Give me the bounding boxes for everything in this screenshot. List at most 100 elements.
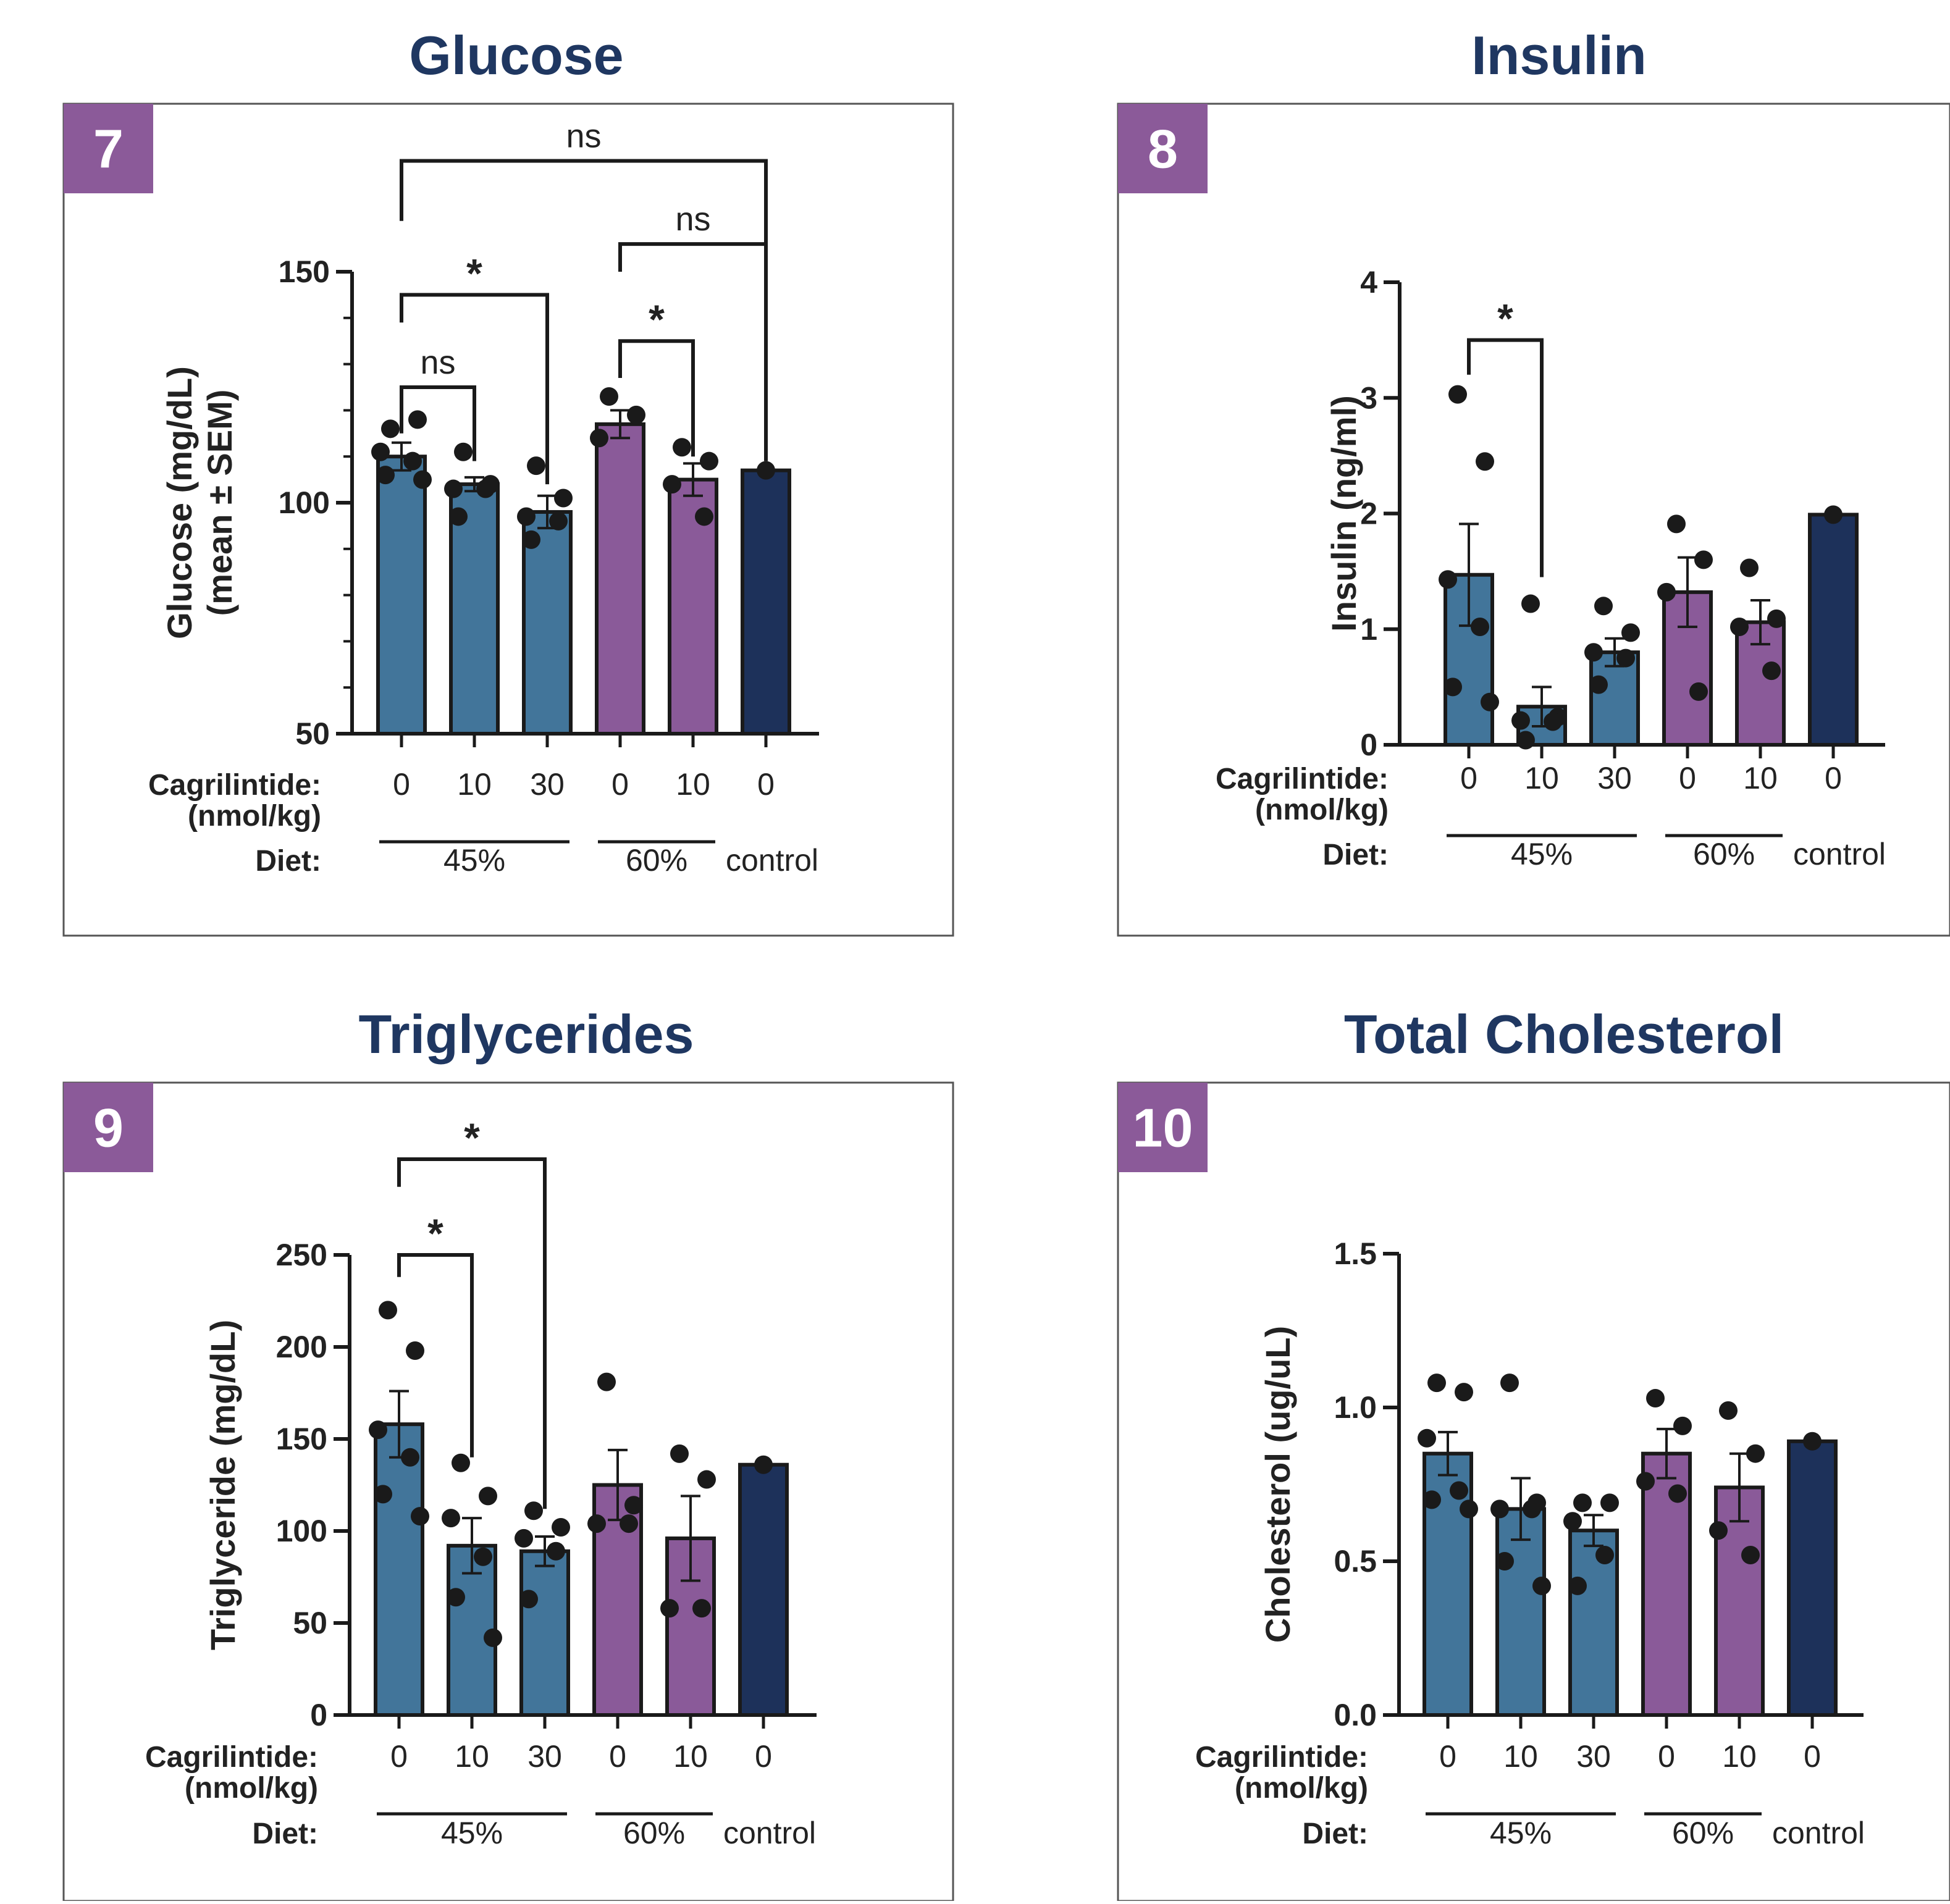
data-point bbox=[1490, 1499, 1509, 1518]
data-point bbox=[660, 1599, 679, 1617]
diet-group-label: control bbox=[726, 843, 818, 878]
data-point bbox=[697, 1470, 716, 1489]
data-point bbox=[695, 507, 713, 526]
data-point bbox=[554, 489, 573, 508]
data-point bbox=[442, 1509, 460, 1527]
diet-group-label: 45% bbox=[1490, 1816, 1552, 1850]
y-tick-label: 50 bbox=[293, 1606, 327, 1640]
y-tick-label: 1.5 bbox=[1334, 1236, 1377, 1271]
x-tick-label: 0 bbox=[757, 767, 775, 802]
data-point bbox=[1427, 1373, 1446, 1392]
significance-label: ns bbox=[675, 201, 710, 238]
y-tick-label: 0.5 bbox=[1334, 1544, 1377, 1579]
x-tick-label: 10 bbox=[1524, 761, 1559, 795]
data-point bbox=[1741, 1546, 1760, 1564]
data-point bbox=[1616, 649, 1635, 668]
data-point bbox=[1563, 1512, 1582, 1530]
bar bbox=[740, 1465, 787, 1715]
diet-group-label: control bbox=[1772, 1816, 1865, 1850]
diet-group-label: 60% bbox=[1672, 1816, 1734, 1850]
x-tick-label: 0 bbox=[1804, 1739, 1821, 1774]
chart-title: Triglycerides bbox=[359, 1004, 694, 1065]
data-point bbox=[1694, 550, 1713, 569]
data-point bbox=[1709, 1521, 1728, 1540]
data-point bbox=[369, 1420, 387, 1439]
data-point bbox=[527, 456, 545, 475]
y-tick-label: 1.0 bbox=[1334, 1390, 1377, 1425]
data-point bbox=[1730, 618, 1749, 636]
diet-group-label: 60% bbox=[1693, 837, 1755, 871]
data-point bbox=[624, 1496, 643, 1514]
y-axis-label: Glucose (mg/dL) bbox=[160, 366, 199, 639]
x-tick-label: 0 bbox=[1460, 761, 1477, 795]
x-tick-label: 30 bbox=[1576, 1739, 1611, 1774]
data-point bbox=[452, 1454, 470, 1472]
data-point bbox=[1460, 1499, 1478, 1518]
data-point bbox=[1657, 583, 1676, 602]
x-tick-label: 0 bbox=[390, 1739, 408, 1774]
data-point bbox=[1568, 1577, 1587, 1595]
data-point bbox=[1667, 514, 1686, 533]
data-point bbox=[549, 512, 568, 531]
diet-group-label: control bbox=[1793, 837, 1886, 871]
diet-row-label: Diet: bbox=[1302, 1818, 1368, 1850]
data-point bbox=[1481, 693, 1499, 711]
chart-panel-10: 10 Total Cholesterol 0.0 0.5 1.0 1.5 Cholester… bbox=[1118, 1004, 1950, 1901]
dose-unit-label: (nmol/kg) bbox=[185, 1772, 318, 1805]
y-tick-label: 0 bbox=[310, 1698, 327, 1732]
y-tick-label: 150 bbox=[279, 254, 330, 289]
data-point bbox=[1476, 452, 1494, 471]
diet-group-label: 60% bbox=[626, 843, 687, 878]
data-point bbox=[757, 461, 775, 480]
data-point bbox=[1448, 385, 1467, 404]
data-point bbox=[517, 507, 536, 526]
y-tick-label: 0.0 bbox=[1334, 1698, 1377, 1732]
data-point bbox=[447, 1588, 465, 1606]
data-point bbox=[1668, 1484, 1687, 1503]
data-point bbox=[476, 480, 495, 498]
data-point bbox=[522, 531, 540, 549]
data-point bbox=[374, 1485, 392, 1503]
data-point bbox=[1719, 1401, 1738, 1420]
data-point bbox=[411, 1507, 429, 1525]
data-point bbox=[1762, 661, 1781, 680]
data-point bbox=[1455, 1383, 1473, 1401]
data-point bbox=[524, 1501, 543, 1520]
x-tick-label: 30 bbox=[1597, 761, 1632, 795]
data-point bbox=[1418, 1429, 1436, 1448]
y-axis-label: Cholesterol (ug/uL) bbox=[1258, 1326, 1297, 1643]
data-point bbox=[1767, 610, 1786, 628]
significance-label: ns bbox=[566, 117, 601, 154]
diet-row-label: Diet: bbox=[1322, 839, 1389, 871]
bar bbox=[376, 1424, 422, 1715]
y-axis-label: Insulin (ng/ml) bbox=[1324, 395, 1363, 632]
data-point bbox=[413, 471, 432, 489]
data-point bbox=[1803, 1432, 1822, 1451]
significance-label: * bbox=[466, 250, 482, 296]
chart-title: Glucose bbox=[409, 25, 623, 86]
data-point bbox=[449, 507, 468, 526]
data-point bbox=[552, 1518, 570, 1537]
y-tick-label: 100 bbox=[279, 485, 330, 520]
data-point bbox=[590, 429, 608, 447]
data-point bbox=[1689, 682, 1708, 701]
data-point bbox=[547, 1542, 565, 1561]
significance-label: * bbox=[649, 296, 665, 342]
x-tick-label: 0 bbox=[393, 767, 410, 802]
data-point bbox=[1444, 677, 1462, 696]
data-point bbox=[1824, 505, 1843, 524]
data-point bbox=[627, 406, 645, 424]
significance-bracket bbox=[401, 161, 766, 461]
diet-group-label: control bbox=[723, 1816, 816, 1850]
dose-unit-label: (nmol/kg) bbox=[1235, 1772, 1368, 1805]
diet-group-label: 45% bbox=[1511, 837, 1573, 871]
panel-number: 8 bbox=[1148, 119, 1178, 180]
data-point bbox=[403, 452, 422, 471]
data-point bbox=[401, 1448, 419, 1467]
data-point bbox=[1589, 676, 1608, 694]
bar bbox=[1789, 1441, 1836, 1715]
y-tick-label: 0 bbox=[1360, 728, 1377, 762]
x-tick-label: 10 bbox=[457, 767, 492, 802]
y-axis-label: Triglyceride (mg/dL) bbox=[203, 1320, 242, 1650]
y-tick-label: 250 bbox=[276, 1238, 327, 1272]
